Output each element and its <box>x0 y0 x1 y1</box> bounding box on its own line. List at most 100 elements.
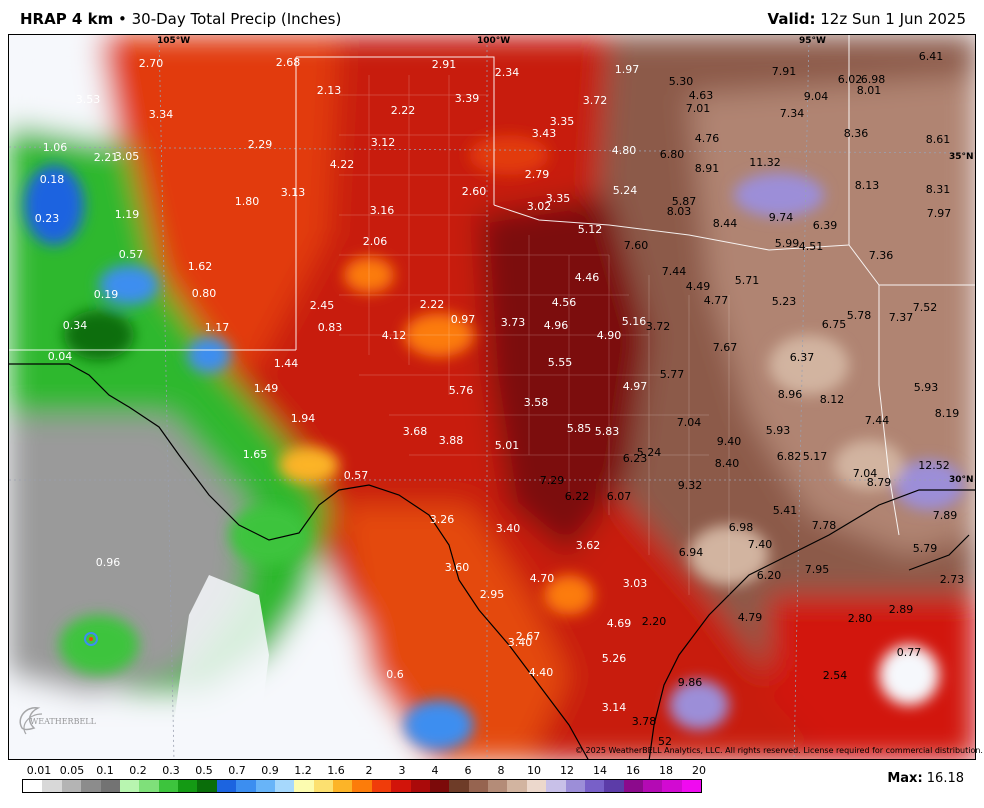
legend-tick-label: 0.9 <box>261 764 279 777</box>
precip-value-label: 7.04 <box>853 467 878 480</box>
precip-value-label: 2.95 <box>480 588 505 601</box>
legend-swatch <box>410 780 430 792</box>
precip-value-label: 7.29 <box>540 474 565 487</box>
precip-value-label: 6.98 <box>861 73 886 86</box>
precip-value-label: 2.13 <box>317 84 342 97</box>
precip-value-label: 5.12 <box>578 223 603 236</box>
border-lines <box>9 363 975 759</box>
precip-value-label: 5.23 <box>772 295 797 308</box>
precip-value-label: 6.39 <box>813 219 838 232</box>
precip-value-label: 1.19 <box>115 208 140 221</box>
precip-value-label: 8.36 <box>844 127 869 140</box>
legend-tick-label: 0.5 <box>195 764 213 777</box>
precip-value-label: 3.12 <box>371 136 396 149</box>
precip-value-label: 5.24 <box>613 184 638 197</box>
precip-value-label: 5.24 <box>637 446 662 459</box>
precip-value-label: 5.79 <box>913 542 938 555</box>
precip-value-label: 0.80 <box>192 287 217 300</box>
legend-swatch <box>139 780 159 792</box>
precip-value-label: 5.83 <box>595 425 620 438</box>
precip-value-label: 3.73 <box>501 316 526 329</box>
precip-value-label: 2.91 <box>432 58 457 71</box>
legend-tick-label: 0.05 <box>59 764 85 777</box>
precip-value-label: 4.46 <box>575 271 600 284</box>
precip-value-label: 8.13 <box>855 179 880 192</box>
legend-swatch <box>255 780 275 792</box>
precip-value-label: 6.98 <box>729 521 754 534</box>
precip-value-label: 9.40 <box>717 435 742 448</box>
precip-value-label: 3.40 <box>508 636 533 649</box>
precip-value-label: 6.41 <box>919 50 944 63</box>
precip-value-label: 0.57 <box>119 248 144 261</box>
precip-value-label: 0.19 <box>94 288 119 301</box>
legend-tick-label: 4 <box>431 764 439 777</box>
precip-value-label: 8.61 <box>926 133 951 146</box>
precip-value-label: 5.87 <box>672 195 697 208</box>
logo-text: WEATHERBELL <box>30 717 97 726</box>
precip-value-label: 5.01 <box>495 439 520 452</box>
precip-value-label: 6.07 <box>607 490 632 503</box>
precip-value-label: 8.12 <box>820 393 845 406</box>
legend-swatch <box>100 780 120 792</box>
precip-value-label: 3.13 <box>281 186 306 199</box>
legend-tick-label: 0.3 <box>162 764 180 777</box>
precip-detail <box>24 135 964 750</box>
legend-swatch <box>236 780 256 792</box>
precip-value-label: 4.77 <box>704 294 729 307</box>
precip-value-label: 2.21 <box>94 151 119 164</box>
precip-value-label: 8.44 <box>713 217 738 230</box>
precip-value-label: 5.55 <box>548 356 573 369</box>
precip-value-label: 4.97 <box>623 380 648 393</box>
precip-value-labels: 2.70 2.68 2.912.34 1.975.307.916.026.986.41… <box>35 50 965 748</box>
precip-value-label: 8.40 <box>715 457 740 470</box>
precip-value-label: 1.94 <box>291 412 316 425</box>
precip-value-label: 5.93 <box>914 381 939 394</box>
precip-value-label: 2.22 <box>391 104 416 117</box>
legend-swatch <box>216 780 237 792</box>
precip-value-label: 3.78 <box>632 715 657 728</box>
precip-map: 105°W 100°W 95°W 35°N 30°N 2.70 2.68 2.91 2.34 1… <box>8 34 976 760</box>
precip-value-label: 4.80 <box>612 144 637 157</box>
legend-swatch <box>604 780 624 792</box>
precip-value-label: 52 <box>658 735 672 748</box>
precip-value-label: 7.37 <box>889 311 914 324</box>
precip-value-label: 5.71 <box>735 274 760 287</box>
precip-value-label: 1.80 <box>235 195 260 208</box>
legend-tick-label: 0.01 <box>26 764 52 777</box>
precip-value-label: 2.06 <box>363 235 388 248</box>
precip-value-label: 3.35 <box>546 192 571 205</box>
precip-value-label: 6.22 <box>565 490 590 503</box>
legend-swatch <box>584 780 605 792</box>
legend-swatch <box>507 780 527 792</box>
state-borders <box>9 35 975 536</box>
precip-value-label: 4.76 <box>695 132 720 145</box>
precip-value-label: 4.79 <box>738 611 763 624</box>
legend-tick-label: 1.2 <box>294 764 312 777</box>
precip-value-label: 4.56 <box>552 296 577 309</box>
precip-value-label: 3.05 <box>115 150 140 163</box>
precip-value-label: 6.94 <box>679 546 704 559</box>
title-separator: • <box>117 10 127 28</box>
precip-value-label: 5.99 <box>775 237 800 250</box>
legend-swatch <box>468 780 488 792</box>
legend-swatch <box>623 780 643 792</box>
precip-value-label: 0.23 <box>35 212 60 225</box>
precip-value-label: 1.17 <box>205 321 230 334</box>
latitude-label: 30°N <box>949 475 974 485</box>
precip-value-label: 7.97 <box>927 207 952 220</box>
valid-label: Valid: <box>767 10 816 28</box>
precip-value-label: 9.74 <box>769 211 794 224</box>
precip-value-label: 6.37 <box>790 351 815 364</box>
header: HRAP 4 km • 30-Day Total Precip (Inches)… <box>0 0 984 34</box>
precip-value-label: 4.69 <box>607 617 632 630</box>
precip-value-label: 3.14 <box>602 701 627 714</box>
legend-swatch <box>429 780 450 792</box>
copyright-notice: © 2025 WeatherBELL Analytics, LLC. All r… <box>575 746 983 755</box>
precip-value-label: 8.03 <box>667 205 692 218</box>
precip-value-label: 3.34 <box>149 108 174 121</box>
precip-value-label: 6.75 <box>822 318 847 331</box>
precip-value-label: 6.80 <box>660 148 685 161</box>
precip-value-label: 5.77 <box>660 368 685 381</box>
max-value: 16.18 <box>926 771 964 786</box>
precip-value-label: 3.53 <box>76 93 101 106</box>
